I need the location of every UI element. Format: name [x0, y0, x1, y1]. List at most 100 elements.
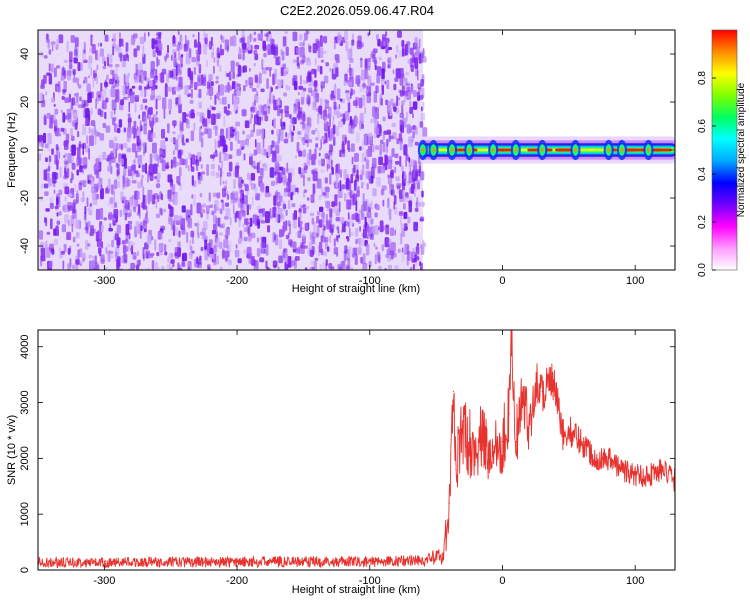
spectrogram-noise-cell — [135, 151, 138, 159]
spectrogram-noise-cell — [395, 160, 400, 165]
spectrogram-noise-cell — [293, 103, 296, 107]
spectrogram-noise-cell — [70, 35, 76, 43]
spectrogram-noise-cell — [349, 227, 351, 238]
spectrogram-noise-cell — [232, 35, 237, 47]
spectrogram-noise-cell — [298, 85, 304, 90]
spectrogram-noise-cell — [64, 186, 70, 195]
spectrogram-noise-cell — [335, 163, 340, 175]
spectrogram-noise-cell — [333, 238, 336, 247]
spectrogram-noise-cell — [210, 163, 215, 170]
spectrogram-noise-cell — [242, 193, 245, 201]
spectrogram-noise-cell — [111, 85, 116, 98]
spectrogram-noise-cell — [285, 131, 287, 138]
spectrogram-noise-cell — [64, 97, 70, 104]
spectrogram-noise-cell — [271, 140, 275, 148]
spectrogram-noise-cell — [349, 267, 354, 270]
spectrogram-noise-cell — [113, 179, 118, 190]
spectrogram-noise-cell — [407, 43, 410, 53]
spectrogram-noise-cell — [395, 54, 398, 59]
spectrogram-noise-cell — [54, 108, 59, 115]
spectrogram-noise-cell — [370, 226, 374, 234]
spectrogram-noise-cell — [211, 245, 216, 249]
spectrogram-noise-cell — [236, 87, 241, 96]
snr-point — [455, 468, 457, 471]
spectrogram-noise-cell — [63, 80, 67, 93]
spectrogram-noise-cell — [361, 83, 367, 88]
spectrogram-noise-cell — [368, 173, 372, 184]
spectrogram-noise-cell — [185, 138, 189, 143]
spectrogram-noise-cell — [290, 114, 293, 124]
spectrogram-noise-cell — [367, 206, 372, 212]
spectrogram-noise-cell — [282, 203, 287, 210]
spectrogram-noise-cell — [127, 93, 131, 99]
spectrogram-noise-cell — [224, 234, 226, 238]
spectrogram-noise-cell — [329, 67, 332, 72]
spectrogram-noise-cell — [280, 79, 284, 86]
spectrogram-noise-cell — [409, 100, 412, 107]
spectrogram-noise-cell — [163, 208, 166, 213]
spectrogram-noise-cell — [75, 232, 80, 239]
snr-x-tick-label: 100 — [626, 575, 644, 587]
spectrogram-noise-cell — [196, 256, 199, 265]
spectrogram-noise-cell — [90, 67, 93, 76]
spectrogram-noise-cell — [88, 254, 92, 260]
spectrogram-noise-cell — [341, 261, 346, 270]
spectrogram-noise-cell — [284, 179, 286, 186]
spectrogram-noise-cell — [365, 159, 370, 170]
spectrogram-noise-cell — [264, 115, 269, 122]
spectrogram-noise-cell — [215, 172, 220, 179]
spectrogram-noise-cell — [319, 35, 323, 47]
spectrogram-noise-cell — [390, 252, 394, 260]
spectrogram-noise-cell — [216, 47, 220, 58]
spectrogram-noise-cell — [67, 219, 70, 227]
spectrogram-noise-cell — [128, 127, 133, 134]
spectrogram-noise-cell — [96, 239, 102, 248]
spectrogram-noise-cell — [121, 255, 125, 264]
spectrogram-noise-cell — [276, 129, 282, 137]
spectrogram-noise-cell — [214, 245, 217, 255]
spectrogram-noise-cell — [270, 87, 274, 92]
snr-point — [170, 560, 172, 562]
spectrogram-noise-cell — [282, 63, 287, 69]
spectrogram-noise-cell — [410, 266, 413, 270]
spectrogram-noise-cell — [314, 257, 319, 261]
snr-frame — [37, 329, 676, 571]
spectrogram-noise-cell — [106, 56, 110, 67]
spectrogram-noise-cell — [176, 161, 181, 167]
spectrogram-noise-cell — [402, 120, 405, 132]
spectrogram-noise-cell — [414, 192, 416, 198]
spectrogram-noise-cell — [96, 76, 98, 85]
spectrogram-noise-cell — [256, 248, 261, 257]
spectrogram-noise-cell — [288, 172, 292, 183]
spectrogram-noise-cell — [162, 97, 167, 110]
spectrogram-noise-cell — [133, 48, 138, 58]
spectrogram-noise-cell — [190, 112, 195, 119]
spectrogram-noise-cell — [144, 76, 147, 82]
spectrogram-noise-cell — [387, 207, 390, 216]
spectrogram-noise-cell — [388, 161, 391, 167]
spectrogram-noise-cell — [204, 250, 209, 261]
spectrogram-noise-cell — [131, 179, 137, 184]
spectrogram-noise-cell — [206, 85, 210, 95]
spectrogram-noise-cell — [420, 78, 425, 87]
spectrogram-noise-cell — [110, 150, 114, 156]
spectrogram-noise-cell — [366, 183, 369, 190]
spectrogram-noise-cell — [145, 213, 147, 219]
spectrogram-noise-cell — [176, 44, 181, 52]
spectrogram-noise-cell — [71, 144, 76, 156]
spectrogram-noise-cell — [246, 204, 249, 216]
spectrogram-noise-cell — [216, 59, 220, 67]
spectrogram-noise-cell — [178, 166, 182, 177]
spectrogram-noise-cell — [373, 94, 378, 98]
snr-point — [462, 429, 464, 432]
spectrogram-noise-cell — [309, 249, 314, 258]
spectrogram-noise-cell — [127, 88, 130, 95]
spectrogram-noise-cell — [317, 65, 321, 72]
spectrogram-noise-cell — [172, 120, 177, 126]
spectrogram-noise-cell — [212, 215, 217, 224]
spectrogram-noise-cell — [414, 91, 419, 97]
spectrogram-noise-cell — [241, 179, 244, 184]
spectrogram-noise-cell — [378, 75, 380, 81]
spectrogram-noise-cell — [413, 126, 418, 135]
spectrogram-noise-cell — [354, 153, 359, 163]
